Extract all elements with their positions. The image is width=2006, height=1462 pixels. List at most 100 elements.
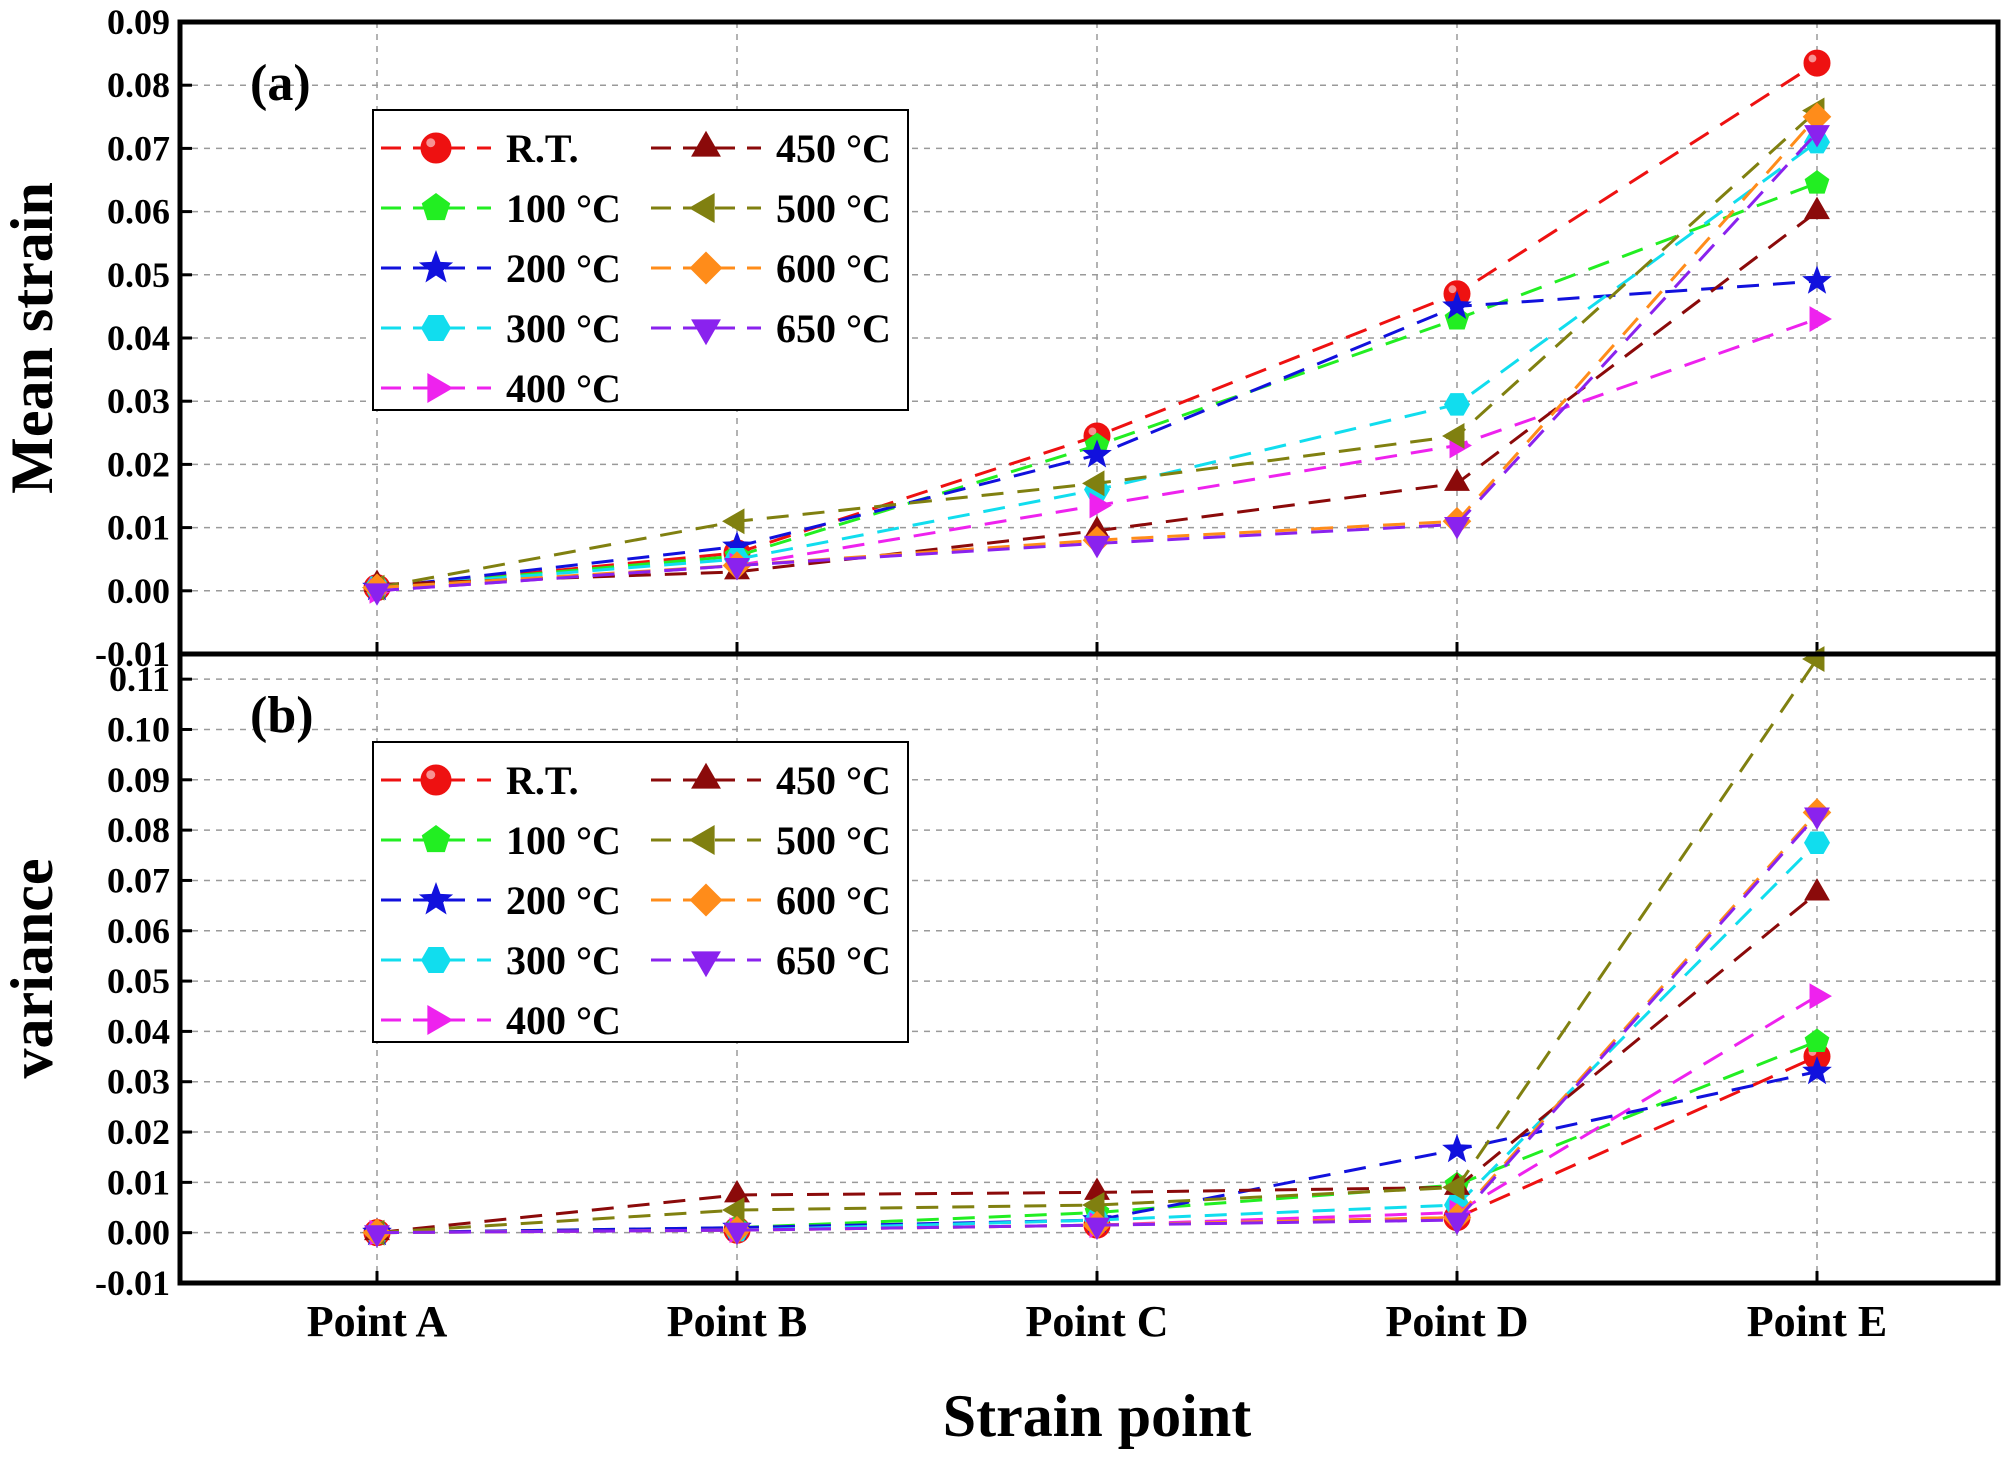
legend-label: 450 °C: [776, 126, 891, 171]
data-point: [1809, 306, 1832, 332]
data-point: [1084, 1217, 1110, 1241]
legend-label: 200 °C: [506, 878, 621, 923]
y-tick-label: 0.00: [107, 571, 170, 611]
y-tick-label: 0.04: [107, 318, 170, 358]
legend-marker: [418, 882, 454, 915]
data-point: [1802, 265, 1832, 294]
y-tick-label: 0.07: [107, 860, 170, 900]
y-tick-label: 0.00: [107, 1213, 170, 1253]
y-tick-label: 0.09: [107, 2, 170, 42]
legend-item: R.T.: [381, 758, 579, 803]
y-tick-label: 0.11: [109, 659, 170, 699]
panel-label: (b): [250, 687, 314, 744]
data-point: [724, 1179, 750, 1203]
legend-marker: [420, 132, 452, 164]
y-tick-label: -0.01: [95, 634, 170, 674]
data-point: [364, 583, 390, 606]
y-tick-label: 0.05: [107, 961, 170, 1001]
data-point: [1089, 492, 1112, 519]
data-point: [1802, 102, 1832, 132]
legend-label: 650 °C: [776, 306, 891, 351]
y-tick-label: 0.06: [107, 911, 170, 951]
legend-label: 100 °C: [506, 818, 621, 863]
legend-marker: [421, 825, 451, 853]
data-point: [1082, 1192, 1105, 1218]
legend-box: [372, 741, 909, 1043]
x-tick-label: Point E: [1747, 1297, 1888, 1346]
data-point: [1802, 1056, 1832, 1085]
legend-label: 500 °C: [776, 186, 891, 231]
legend-label: 100 °C: [506, 186, 621, 231]
legend-label: 200 °C: [506, 246, 621, 291]
legend-marker: [691, 762, 721, 789]
legend-marker: [691, 951, 721, 978]
data-point: [1444, 393, 1470, 416]
legend-marker: [689, 883, 723, 917]
legend: R.T. 100 °C 200 °C 300 °C 400 °C 450 °C 500 °C…: [372, 109, 909, 411]
legend-marker: [420, 764, 452, 796]
x-tick-label: Point A: [307, 1297, 448, 1346]
y-tick-label: 0.01: [107, 1162, 170, 1202]
data-point: [1804, 807, 1830, 830]
legend-marker: [688, 825, 715, 855]
y-tick-label: 0.03: [107, 1062, 170, 1102]
y-tick-label: -0.01: [95, 1263, 170, 1303]
legend-marker: [691, 319, 721, 346]
legend-item: 600 °C: [651, 246, 891, 291]
legend-label: 400 °C: [506, 998, 621, 1043]
data-point: [1082, 470, 1105, 497]
panel-a: -0.01 0.00 0.01 0.02 0.03 0.04 0.05 0.06 0.07 0.0…: [0, 2, 2001, 674]
legend-item: 100 °C: [381, 186, 621, 231]
legend-item: 450 °C: [651, 758, 891, 803]
data-point: [1809, 983, 1832, 1010]
y-tick-label: 0.09: [107, 760, 170, 800]
data-point: [1804, 196, 1830, 220]
legend-marker: [427, 373, 454, 403]
data-point: [1082, 439, 1112, 468]
legend-marker: [418, 250, 454, 283]
legend-item: R.T.: [381, 126, 579, 171]
legend-item: 650 °C: [651, 938, 891, 983]
data-point: [1803, 49, 1831, 77]
y-tick-label: 0.07: [107, 128, 170, 168]
y-tick-label: 0.08: [107, 65, 170, 105]
series-b-8: [364, 807, 1830, 1248]
legend-box: [372, 109, 909, 411]
data-point: [1442, 423, 1465, 449]
series-a-8: [364, 125, 1830, 606]
data-point: [1444, 1212, 1470, 1236]
legend-item: 300 °C: [381, 938, 621, 983]
y-tick-label: 0.02: [107, 1112, 170, 1152]
legend-item: 650 °C: [651, 306, 891, 351]
data-point-highlight: [1088, 427, 1097, 436]
y-tick-label: 0.05: [107, 255, 170, 295]
legend-label: 500 °C: [776, 818, 891, 863]
legend-marker: [421, 193, 451, 221]
data-point: [1442, 1174, 1465, 1201]
legend-item: 200 °C: [381, 878, 621, 923]
legend-item: 400 °C: [381, 366, 621, 411]
data-point: [1442, 1134, 1472, 1163]
y-axis-title: variance: [0, 859, 65, 1079]
legend-item: 200 °C: [381, 246, 621, 291]
legend-label: 300 °C: [506, 938, 621, 983]
legend-label: 600 °C: [776, 246, 891, 291]
data-point: [1804, 1028, 1830, 1052]
legend-label: R.T.: [506, 126, 579, 171]
legend-label: 300 °C: [506, 306, 621, 351]
legend-item: 500 °C: [651, 186, 891, 231]
data-point: [722, 1197, 745, 1223]
data-point: [1804, 878, 1830, 901]
legend-label: 600 °C: [776, 878, 891, 923]
x-tick-label: Point D: [1386, 1297, 1529, 1346]
data-point: [1802, 646, 1825, 672]
data-point: [724, 558, 750, 581]
legend-label: 450 °C: [776, 758, 891, 803]
y-tick-label: 0.01: [107, 508, 170, 548]
legend-item: 450 °C: [651, 126, 891, 171]
legend-marker-highlight: [426, 138, 436, 148]
legend-marker: [421, 947, 451, 973]
data-point: [1444, 516, 1470, 540]
data-point-highlight: [1808, 54, 1817, 63]
